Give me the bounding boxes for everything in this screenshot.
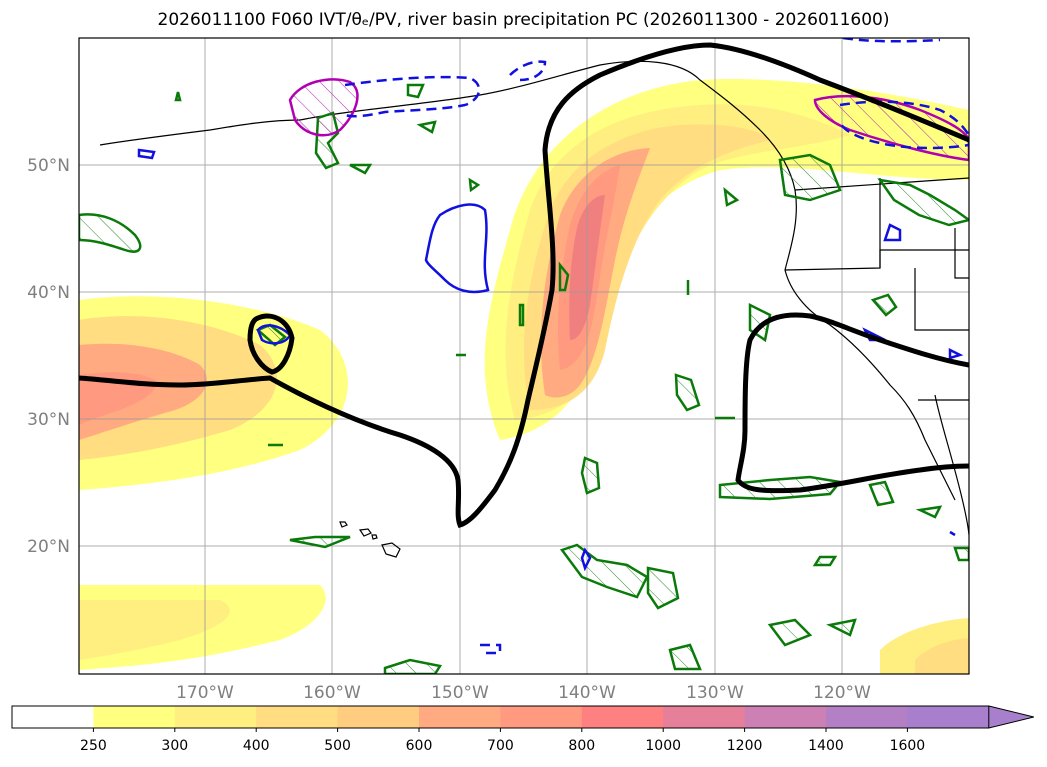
lon-label-130w: 130°W [686, 683, 744, 703]
colorbar-tick-label: 600 [406, 738, 433, 754]
colorbar-segment [337, 706, 420, 728]
colorbar-segment [256, 706, 339, 728]
ivt-plume-main [484, 79, 969, 440]
colorbar: 250 300 400 500 600 700 800 1000 1200 1400 1600 [11, 705, 1034, 754]
colorbar-segment [663, 706, 746, 728]
colorbar-segment [826, 706, 908, 728]
colorbar-segment [174, 706, 257, 728]
lon-tick-labels: 170°W 160°W 150°W 140°W 130°W 120°W [176, 683, 871, 703]
lon-label-150w: 150°W [431, 683, 489, 703]
colorbar-tick-label: 400 [243, 738, 270, 754]
colorbar-segment [581, 706, 664, 728]
colorbar-segment [500, 706, 583, 728]
lat-label-50n: 50°N [27, 156, 70, 176]
map-frame [78, 37, 970, 675]
lat-label-20n: 20°N [27, 537, 70, 557]
lon-label-170w: 170°W [176, 683, 234, 703]
colorbar-tick-label: 1200 [727, 738, 763, 754]
map-title: 2026011100 F060 IVT/θₑ/PV, river basin p… [157, 10, 890, 30]
colorbar-tick-label: 800 [568, 738, 595, 754]
colorbar-segment [744, 706, 827, 728]
colorbar-tick-label: 700 [487, 738, 514, 754]
black-contours [79, 42, 969, 529]
blue-contours-dashed [344, 38, 969, 655]
colorbar-tick-label: 300 [161, 738, 188, 754]
lon-label-140w: 140°W [558, 683, 616, 703]
lon-label-160w: 160°W [303, 683, 361, 703]
colorbar-tick-label: 500 [324, 738, 351, 754]
pv-contours-green-small [174, 83, 943, 519]
colorbar-tick-label: 250 [80, 738, 107, 754]
colorbar-extend-arrow [988, 705, 1034, 729]
colorbar-segment [419, 706, 501, 728]
lat-label-30n: 30°N [27, 410, 70, 430]
colorbar-tick-label: 1600 [890, 738, 926, 754]
ivt-plume-west [79, 296, 348, 490]
lat-tick-labels: 50°N 40°N 30°N 20°N [27, 156, 70, 557]
hawaii-islands [339, 521, 401, 558]
pv-contours-magenta [288, 78, 969, 162]
colorbar-segment [12, 706, 94, 728]
ivt-plume-south [79, 585, 969, 674]
colorbar-segment [93, 706, 176, 728]
colorbar-segment [907, 706, 990, 728]
colorbar-tick-label: 1400 [808, 738, 844, 754]
lon-label-120w: 120°W [813, 683, 871, 703]
lat-label-40n: 40°N [27, 283, 70, 303]
colorbar-tick-label: 1000 [645, 738, 681, 754]
